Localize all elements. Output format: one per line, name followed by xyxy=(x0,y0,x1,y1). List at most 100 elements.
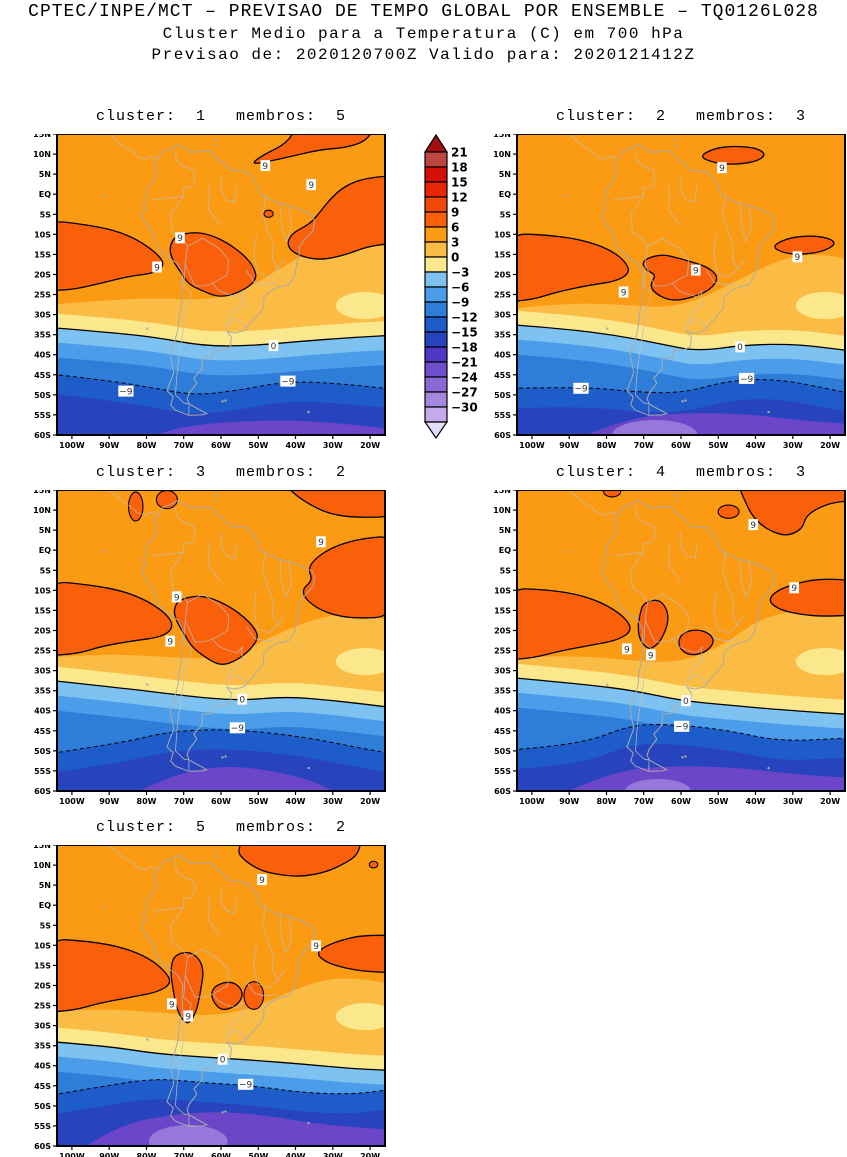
lat-tick-label: 55S xyxy=(494,767,511,776)
lon-tick-label: 20W xyxy=(360,1152,380,1157)
lat-tick-label: 60S xyxy=(34,787,51,796)
contour-label: 9 xyxy=(791,584,797,594)
legend-color-step xyxy=(424,211,448,228)
lon-tick-label: 100W xyxy=(519,441,545,450)
contour-label: 9 xyxy=(313,942,319,952)
contour-label: −9 xyxy=(281,378,295,388)
lat-tick-label: EQ xyxy=(39,901,51,910)
lon-tick-label: 70W xyxy=(174,1152,194,1157)
lat-tick-label: 50S xyxy=(34,1102,51,1111)
contour-label: 0 xyxy=(683,697,689,707)
legend-level-label: −18 xyxy=(451,341,478,355)
legend-color-step xyxy=(424,301,448,318)
lon-tick-label: 50W xyxy=(708,441,728,450)
map-frame: 15N 10N 5N EQ 5S 10S 15S 20S 25S 30S 35S 40S 45S 50S 5… xyxy=(33,134,386,450)
temperature-field xyxy=(57,845,385,1146)
contour-label: 9 xyxy=(262,162,268,172)
temperature-field xyxy=(517,490,845,791)
lon-tick-label: 40W xyxy=(286,1152,306,1157)
legend-color-step xyxy=(424,391,448,408)
lat-tick-label: 20S xyxy=(494,271,511,280)
contour-label: 9 xyxy=(719,164,725,174)
lon-tick-label: 70W xyxy=(634,797,654,806)
cluster-1-map: 9 9 9 9 0 −9 −9 15N 10N 5N EQ 5S 10S 15S 20S 25S 30S 35S 4… xyxy=(33,134,386,450)
lat-tick-label: 15N xyxy=(493,134,511,139)
lat-tick-label: 15N xyxy=(33,490,51,495)
contour-labels: 9 9 9 0 −9 xyxy=(165,536,326,734)
contour-label: 9 xyxy=(750,521,756,531)
lat-tick-label: 25S xyxy=(34,291,51,300)
lon-tick-label: 50W xyxy=(708,797,728,806)
lon-tick-label: 80W xyxy=(597,797,617,806)
lon-tick-label: 30W xyxy=(323,1152,343,1157)
lat-tick-label: 25S xyxy=(34,647,51,656)
lon-tick-label: 80W xyxy=(137,441,157,450)
legend-color-step xyxy=(424,166,448,183)
contour-label: −9 xyxy=(231,724,245,734)
lat-tick-label: 10N xyxy=(33,861,51,870)
legend-color-step xyxy=(424,226,448,243)
lon-tick-label: 50W xyxy=(248,1152,268,1157)
legend-level-label: −6 xyxy=(451,281,469,295)
contour-label: 9 xyxy=(174,593,180,603)
lat-tick-label: 5S xyxy=(500,210,512,219)
legend-color-step xyxy=(424,361,448,378)
lon-tick-label: 80W xyxy=(137,1152,157,1157)
lat-tick-label: 5N xyxy=(499,526,511,535)
lat-tick-label: EQ xyxy=(499,546,511,555)
legend-level-label: −3 xyxy=(451,266,469,280)
contour-label: 9 xyxy=(177,234,183,244)
lon-tick-label: 50W xyxy=(248,441,268,450)
cluster-4-panel: cluster: 4 membros: 3 9 9 9 9 0 −9 15N 10N 5N EQ 5S… xyxy=(483,462,847,807)
lat-tick-label: 10S xyxy=(494,586,511,595)
lon-tick-label: 30W xyxy=(783,441,803,450)
lon-tick-label: 90W xyxy=(559,441,579,450)
south-america-coastline xyxy=(104,134,316,416)
temperature-field xyxy=(57,490,385,791)
south-america-coastline xyxy=(104,490,316,772)
lat-tick-label: 35S xyxy=(34,687,51,696)
south-america-coastline xyxy=(104,845,316,1127)
cluster-panel-title: cluster: 3 membros: 2 xyxy=(95,464,347,481)
lon-tick-label: 60W xyxy=(211,1152,231,1157)
contour-label: 0 xyxy=(239,696,245,706)
cluster-panel-title: cluster: 1 membros: 5 xyxy=(95,108,347,125)
legend-color-step xyxy=(424,406,448,423)
lat-tick-label: 10S xyxy=(34,230,51,239)
cluster-4-map: 9 9 9 9 0 −9 15N 10N 5N EQ 5S 10S 15S 20S 25S 30S 35S 40S… xyxy=(493,490,846,806)
legend-level-label: 18 xyxy=(451,161,468,175)
lat-tick-label: EQ xyxy=(39,546,51,555)
lat-tick-label: 5S xyxy=(40,210,52,219)
lon-tick-label: 40W xyxy=(286,441,306,450)
lat-tick-label: 45S xyxy=(34,371,51,380)
lon-tick-label: 40W xyxy=(746,441,766,450)
lat-tick-label: 40S xyxy=(494,707,511,716)
page-title: CPTEC/INPE/MCT – PREVISAO DE TEMPO GLOBA… xyxy=(28,2,819,22)
cluster-2-panel: cluster: 2 membros: 3 9 9 9 9 0 −9 −9 15N 10N 5N EQ… xyxy=(483,106,847,451)
legend-level-label: −27 xyxy=(451,386,478,400)
contour-label: 9 xyxy=(624,645,630,655)
lon-tick-label: 30W xyxy=(323,797,343,806)
contour-label: 9 xyxy=(795,253,801,263)
map-frame: 15N 10N 5N EQ 5S 10S 15S 20S 25S 30S 35S 40S 45S 50S 5… xyxy=(493,134,846,450)
legend-level-label: −21 xyxy=(451,356,478,370)
lat-tick-label: 55S xyxy=(34,1122,51,1131)
lat-tick-label: 20S xyxy=(34,982,51,991)
lat-tick-label: 60S xyxy=(34,431,51,440)
lon-tick-label: 60W xyxy=(211,441,231,450)
lat-tick-label: 5N xyxy=(39,170,51,179)
contour-label: −9 xyxy=(119,388,133,398)
lon-tick-label: 20W xyxy=(820,797,840,806)
lat-tick-label: 30S xyxy=(494,311,511,320)
legend-color-step xyxy=(424,286,448,303)
legend-level-label: −24 xyxy=(451,371,478,385)
lon-tick-label: 100W xyxy=(59,797,85,806)
lat-tick-label: 30S xyxy=(494,667,511,676)
lon-tick-label: 100W xyxy=(59,441,85,450)
lat-tick-label: 15N xyxy=(33,134,51,139)
lat-tick-label: 40S xyxy=(34,351,51,360)
map-frame: 15N 10N 5N EQ 5S 10S 15S 20S 25S 30S 35S 40S 45S 50S 5… xyxy=(33,845,386,1157)
legend-level-label: 0 xyxy=(451,251,459,265)
contour-label: −9 xyxy=(574,385,588,395)
